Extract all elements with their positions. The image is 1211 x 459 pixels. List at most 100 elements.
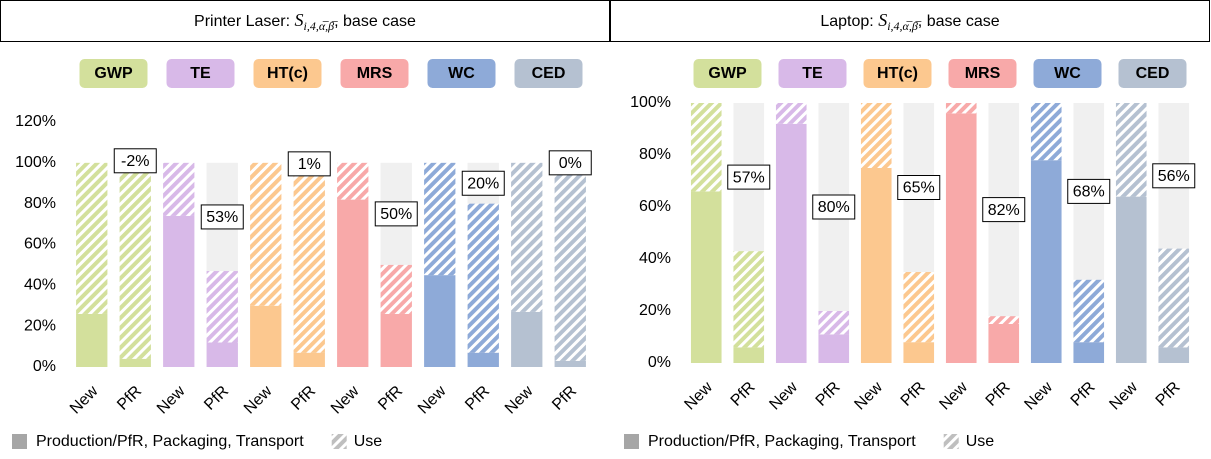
bar-production xyxy=(337,199,369,367)
y-tick-label: 80% xyxy=(639,146,671,163)
bar-use xyxy=(163,162,195,216)
bar-production xyxy=(945,113,977,364)
group-legend-swatch xyxy=(79,59,148,88)
annotation-box xyxy=(548,150,592,176)
x-tick-label: New xyxy=(328,382,363,417)
chart-title: Printer Laser: Si,4,α̅,β̅, base case xyxy=(194,10,416,33)
annotation-label: 65% xyxy=(903,180,935,197)
bar-production xyxy=(860,168,892,363)
group-legend-swatch xyxy=(1118,59,1187,88)
legend-label: Production/PfR, Packaging, Transport xyxy=(648,433,916,450)
y-tick-label: 100% xyxy=(630,94,671,111)
bar-use xyxy=(1073,279,1105,343)
y-tick-label: 120% xyxy=(15,113,56,130)
x-tick-label: PfR xyxy=(1153,379,1184,410)
y-tick-label: 100% xyxy=(15,154,56,171)
bar-production xyxy=(1115,196,1147,363)
annotation-label: 20% xyxy=(467,175,499,192)
bar-production xyxy=(293,352,325,367)
bar-production xyxy=(1073,342,1105,363)
y-tick-label: 60% xyxy=(639,198,671,215)
title-symbol: S xyxy=(295,10,304,30)
annotation-label: 50% xyxy=(380,206,412,223)
group-legend-swatch xyxy=(514,59,583,88)
x-tick-label: PfR xyxy=(375,383,406,414)
bar-use xyxy=(775,103,807,124)
bar-production xyxy=(511,311,543,367)
group-legend-swatch xyxy=(340,59,409,88)
bar-production xyxy=(424,275,456,367)
legend-swatch xyxy=(943,434,959,449)
annotation-box xyxy=(1067,178,1111,204)
y-tick-label: 20% xyxy=(24,317,56,334)
y-tick-label: 40% xyxy=(24,277,56,294)
bar-use xyxy=(988,316,1020,324)
bar-use xyxy=(337,162,369,200)
x-tick-label: PfR xyxy=(1068,379,1099,410)
chart-title: Laptop: Si,4,α̅,β̅, base case xyxy=(820,10,999,33)
y-tick-label: 40% xyxy=(639,250,671,267)
bar-production xyxy=(380,313,412,367)
x-tick-label: PfR xyxy=(462,383,493,414)
annotation-box xyxy=(287,151,331,177)
annotation-label: 68% xyxy=(1073,184,1105,201)
group-legend-swatch xyxy=(778,59,847,88)
bar-use xyxy=(511,162,543,312)
x-tick-label: New xyxy=(502,382,537,417)
bar-use xyxy=(945,103,977,114)
group-legend-swatch xyxy=(863,59,932,88)
title-subscript: i,4,α̅,β̅ xyxy=(887,19,922,33)
x-tick-label: New xyxy=(415,382,450,417)
x-tick-label: New xyxy=(241,382,276,417)
group-legend-label: TE xyxy=(190,65,211,82)
bar-use xyxy=(733,251,765,348)
group-legend-swatch xyxy=(166,59,235,88)
x-tick-label: New xyxy=(154,382,189,417)
annotation-box xyxy=(727,164,771,190)
annotation-label: -2% xyxy=(121,153,149,170)
bar-use xyxy=(1115,103,1147,197)
annotation-box xyxy=(200,204,244,230)
y-tick-label: 80% xyxy=(24,195,56,212)
group-legend-label: CED xyxy=(532,65,566,82)
bar-production xyxy=(733,347,765,363)
annotation-box xyxy=(113,148,157,174)
group-legend-label: TE xyxy=(802,65,823,82)
bar-production xyxy=(163,215,195,367)
bar-use xyxy=(1030,103,1062,161)
x-tick-label: PfR xyxy=(728,379,759,410)
annotation-label: 53% xyxy=(206,209,238,226)
bar-production xyxy=(250,305,282,367)
title-box xyxy=(0,0,1210,42)
annotation-label: 0% xyxy=(559,155,582,172)
bar-use xyxy=(206,271,238,343)
annotation-box xyxy=(812,194,856,220)
bar-use xyxy=(690,103,722,192)
legend-swatch xyxy=(624,434,639,449)
group-legend-label: HT(c) xyxy=(267,65,308,82)
x-tick-label: PfR xyxy=(288,383,319,414)
group-legend-label: GWP xyxy=(94,65,133,82)
bar-production xyxy=(775,123,807,363)
x-tick-label: PfR xyxy=(549,383,580,414)
x-tick-label: New xyxy=(766,378,801,413)
y-tick-label: 20% xyxy=(639,302,671,319)
x-tick-label: New xyxy=(67,382,102,417)
group-legend-swatch xyxy=(427,59,496,88)
bar-use xyxy=(467,203,499,353)
group-legend-swatch xyxy=(948,59,1017,88)
y-tick-label: 0% xyxy=(648,354,671,371)
x-tick-label: New xyxy=(936,378,971,413)
bar-use xyxy=(554,162,586,361)
bar-production xyxy=(76,313,108,367)
annotation-label: 56% xyxy=(1158,168,1190,185)
bar-production xyxy=(1158,347,1190,363)
x-tick-label: New xyxy=(1021,378,1056,413)
bar-use xyxy=(1158,248,1190,348)
y-tick-label: 0% xyxy=(33,358,56,375)
annotation-label: 82% xyxy=(988,202,1020,219)
bar-production xyxy=(988,324,1020,363)
y-tick-label: 60% xyxy=(24,236,56,253)
group-legend-label: GWP xyxy=(708,65,747,82)
x-tick-label: New xyxy=(681,378,716,413)
